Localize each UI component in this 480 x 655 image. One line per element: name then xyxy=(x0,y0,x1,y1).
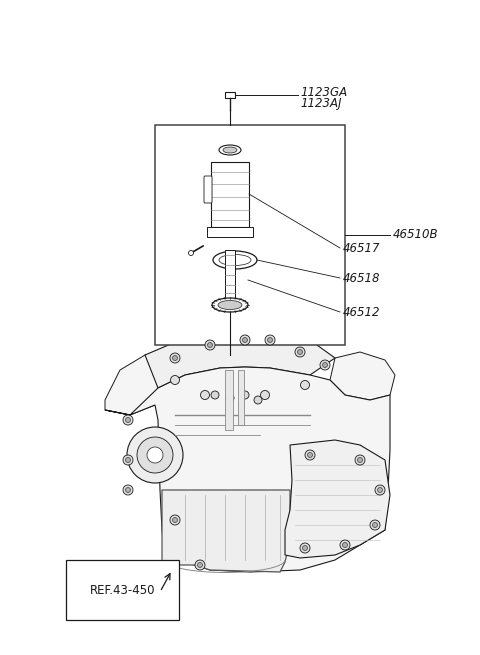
Polygon shape xyxy=(105,367,390,572)
Circle shape xyxy=(302,546,308,550)
Circle shape xyxy=(355,455,365,465)
Text: 1123AJ: 1123AJ xyxy=(300,96,341,109)
Bar xyxy=(225,370,233,430)
Circle shape xyxy=(375,485,385,495)
Circle shape xyxy=(170,353,180,363)
Text: 1123GA: 1123GA xyxy=(300,86,347,100)
Circle shape xyxy=(201,390,209,400)
Bar xyxy=(225,92,235,98)
Bar xyxy=(155,125,345,345)
Text: 46510B: 46510B xyxy=(393,229,439,242)
Circle shape xyxy=(370,520,380,530)
Ellipse shape xyxy=(213,251,257,269)
Circle shape xyxy=(125,487,131,493)
Circle shape xyxy=(226,394,234,402)
Bar xyxy=(238,370,244,425)
Text: 46517: 46517 xyxy=(343,242,381,255)
Circle shape xyxy=(125,457,131,462)
Circle shape xyxy=(358,457,362,462)
Circle shape xyxy=(123,485,133,495)
Text: 46518: 46518 xyxy=(343,272,381,284)
Circle shape xyxy=(205,340,215,350)
Circle shape xyxy=(189,250,193,255)
Circle shape xyxy=(123,415,133,425)
Circle shape xyxy=(147,447,163,463)
Ellipse shape xyxy=(219,255,251,265)
Circle shape xyxy=(267,337,273,343)
Circle shape xyxy=(340,540,350,550)
Circle shape xyxy=(300,543,310,553)
Polygon shape xyxy=(105,355,170,415)
Polygon shape xyxy=(330,352,395,400)
Circle shape xyxy=(170,375,180,384)
Circle shape xyxy=(372,523,377,527)
Circle shape xyxy=(377,487,383,493)
Circle shape xyxy=(125,417,131,422)
Bar xyxy=(207,227,253,237)
Circle shape xyxy=(343,542,348,548)
Circle shape xyxy=(123,455,133,465)
FancyBboxPatch shape xyxy=(204,176,212,203)
Ellipse shape xyxy=(223,147,237,153)
Circle shape xyxy=(172,356,178,360)
Bar xyxy=(211,162,249,227)
Polygon shape xyxy=(285,440,390,558)
Circle shape xyxy=(300,381,310,390)
Text: REF.43-450: REF.43-450 xyxy=(90,584,156,597)
Circle shape xyxy=(242,337,248,343)
Circle shape xyxy=(298,350,302,354)
Circle shape xyxy=(305,450,315,460)
Circle shape xyxy=(241,391,249,399)
Circle shape xyxy=(170,515,180,525)
Text: 46512: 46512 xyxy=(343,305,381,318)
Circle shape xyxy=(207,343,213,348)
Circle shape xyxy=(265,335,275,345)
Circle shape xyxy=(197,563,203,567)
Polygon shape xyxy=(145,330,335,388)
Ellipse shape xyxy=(212,298,248,312)
Circle shape xyxy=(137,437,173,473)
Circle shape xyxy=(308,453,312,457)
Circle shape xyxy=(320,360,330,370)
Circle shape xyxy=(254,396,262,404)
Polygon shape xyxy=(162,490,290,572)
Circle shape xyxy=(323,362,327,367)
Circle shape xyxy=(127,427,183,483)
Circle shape xyxy=(195,560,205,570)
Circle shape xyxy=(172,517,178,523)
Circle shape xyxy=(240,335,250,345)
Ellipse shape xyxy=(219,145,241,155)
Circle shape xyxy=(295,347,305,357)
Ellipse shape xyxy=(218,301,242,310)
Bar xyxy=(225,250,235,305)
Circle shape xyxy=(211,391,219,399)
Circle shape xyxy=(261,390,269,400)
